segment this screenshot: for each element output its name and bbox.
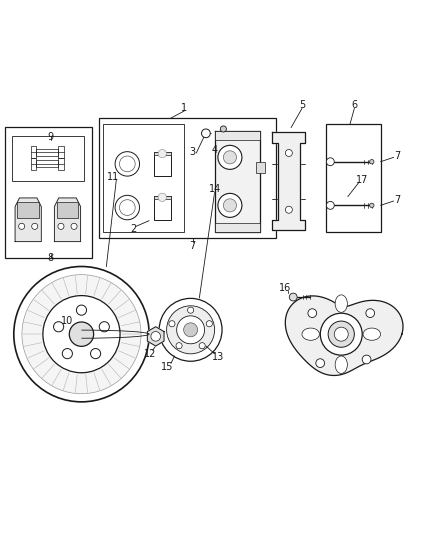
Circle shape xyxy=(120,200,135,215)
Text: 7: 7 xyxy=(394,195,400,205)
Bar xyxy=(17,203,39,217)
Circle shape xyxy=(177,316,205,344)
Text: 8: 8 xyxy=(48,253,54,263)
Circle shape xyxy=(58,223,64,229)
Bar xyxy=(154,196,170,220)
Circle shape xyxy=(22,274,141,394)
Bar xyxy=(215,131,261,140)
Circle shape xyxy=(326,201,334,209)
Circle shape xyxy=(76,305,87,315)
Circle shape xyxy=(176,343,182,349)
Polygon shape xyxy=(147,327,164,346)
Circle shape xyxy=(220,126,226,132)
Text: 1: 1 xyxy=(181,103,187,114)
Bar xyxy=(12,135,84,181)
Bar xyxy=(58,147,64,158)
Bar xyxy=(31,158,36,169)
Circle shape xyxy=(71,223,77,229)
Circle shape xyxy=(32,223,38,229)
Circle shape xyxy=(286,206,292,213)
Circle shape xyxy=(43,296,120,373)
Bar xyxy=(36,149,58,156)
Circle shape xyxy=(115,195,140,220)
Ellipse shape xyxy=(218,193,242,217)
Bar xyxy=(256,161,265,173)
Circle shape xyxy=(158,149,166,158)
Bar xyxy=(326,124,381,232)
Circle shape xyxy=(328,321,354,348)
Circle shape xyxy=(120,156,135,172)
Ellipse shape xyxy=(223,151,237,164)
Circle shape xyxy=(159,298,222,361)
Circle shape xyxy=(370,203,374,207)
Polygon shape xyxy=(272,132,305,230)
Circle shape xyxy=(199,343,205,349)
Bar xyxy=(57,203,78,217)
Bar xyxy=(5,127,92,258)
Ellipse shape xyxy=(302,328,319,340)
Text: 4: 4 xyxy=(212,145,218,155)
Circle shape xyxy=(62,349,72,359)
Circle shape xyxy=(53,322,64,332)
Ellipse shape xyxy=(335,356,347,374)
Bar xyxy=(154,196,170,199)
Text: 7: 7 xyxy=(394,151,400,161)
Text: 7: 7 xyxy=(190,240,196,251)
Bar xyxy=(154,152,170,176)
Text: 9: 9 xyxy=(48,132,54,142)
Text: 10: 10 xyxy=(61,316,73,326)
Circle shape xyxy=(206,321,212,327)
Polygon shape xyxy=(285,296,403,375)
Circle shape xyxy=(326,158,334,166)
Polygon shape xyxy=(54,198,81,241)
Circle shape xyxy=(366,309,374,318)
Circle shape xyxy=(286,149,292,157)
Circle shape xyxy=(166,306,215,354)
Circle shape xyxy=(370,159,374,164)
Circle shape xyxy=(115,152,140,176)
Circle shape xyxy=(316,359,325,368)
Circle shape xyxy=(169,321,175,327)
Circle shape xyxy=(14,266,149,402)
Bar xyxy=(215,223,261,231)
Circle shape xyxy=(69,322,94,346)
Ellipse shape xyxy=(363,328,381,340)
Circle shape xyxy=(187,307,194,313)
Circle shape xyxy=(362,355,371,364)
Ellipse shape xyxy=(223,199,237,212)
Circle shape xyxy=(289,293,297,301)
Bar xyxy=(99,118,276,238)
Ellipse shape xyxy=(335,295,347,312)
Polygon shape xyxy=(215,131,261,231)
Text: 15: 15 xyxy=(161,362,174,372)
Text: 5: 5 xyxy=(299,100,305,110)
Bar xyxy=(31,147,36,158)
Text: 13: 13 xyxy=(212,352,224,362)
Circle shape xyxy=(151,332,160,341)
Text: 6: 6 xyxy=(351,100,357,110)
Circle shape xyxy=(308,309,317,318)
Text: 14: 14 xyxy=(208,184,221,194)
Bar xyxy=(58,158,64,169)
Circle shape xyxy=(184,323,198,337)
Text: 11: 11 xyxy=(107,172,120,182)
Bar xyxy=(36,160,58,167)
Text: 3: 3 xyxy=(190,147,196,157)
Circle shape xyxy=(18,223,25,229)
Circle shape xyxy=(201,129,210,138)
Circle shape xyxy=(320,313,362,355)
Polygon shape xyxy=(15,198,41,241)
Text: 16: 16 xyxy=(279,284,292,293)
Text: 2: 2 xyxy=(130,224,136,235)
Bar xyxy=(154,152,170,156)
Text: 17: 17 xyxy=(356,175,368,185)
Circle shape xyxy=(334,327,348,341)
Circle shape xyxy=(99,322,110,332)
Circle shape xyxy=(91,349,101,359)
Ellipse shape xyxy=(218,146,242,169)
Text: 12: 12 xyxy=(144,349,156,359)
Bar xyxy=(103,124,184,232)
Circle shape xyxy=(158,193,166,201)
